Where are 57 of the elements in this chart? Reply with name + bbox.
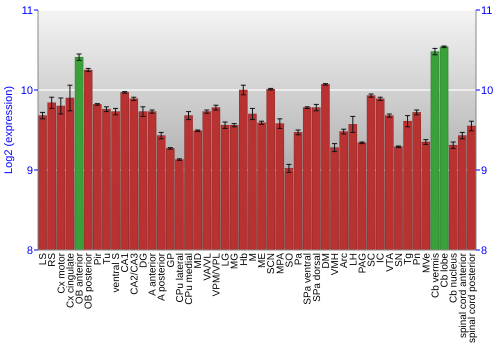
x-tick-label: SO (284, 252, 296, 268)
x-tick-label: Cb vermis (430, 253, 442, 298)
x-tick-label: MG (230, 252, 241, 270)
x-tick-label: Tg (403, 253, 414, 265)
x-tick-label: Cx cingulate (65, 252, 76, 308)
x-tick-label: Pir (92, 252, 104, 266)
x-tick-label: ventral S (111, 252, 122, 292)
x-tick-label: SC (366, 253, 378, 267)
x-tick-label: CPu medial (184, 253, 196, 305)
y2-tick-label: 11 (481, 4, 492, 17)
x-tick-label: Hb (238, 252, 250, 266)
x-tick-label: SPa dorsal (312, 253, 323, 302)
x-tick-label: CPu lateral (174, 253, 186, 302)
x-tick-label: OB posterior (84, 252, 95, 310)
x-tick-label: LS (38, 252, 50, 266)
y2-tick-label: 9 (481, 164, 488, 177)
x-tick-label: ME (257, 252, 268, 268)
x-tick-label: Arc (339, 253, 350, 268)
x-tick-label: VA/VL (202, 252, 214, 281)
x-tick-label: PAG (357, 252, 368, 274)
x-tick-label: Tu (102, 253, 113, 264)
x-tick-label: VMH (330, 253, 342, 276)
x-tick-label: LH (348, 253, 360, 266)
y-tick-label: 9 (26, 164, 33, 177)
x-tick-label: VPM/VPL (211, 252, 222, 296)
y-tick-label: 11 (22, 4, 33, 17)
x-tick-label: MD (193, 253, 204, 269)
x-tick-label: M (248, 253, 259, 262)
x-tick-label: spinal cord posterior (466, 252, 478, 344)
x-tick-label: MVe (421, 252, 432, 274)
y2-tick-label: 10 (481, 84, 494, 97)
x-tick-label: SPa ventral (302, 253, 314, 305)
x-tick-label: Pa (294, 252, 305, 266)
x-tick-label: VTA (384, 252, 396, 272)
x-tick-label: CA2/CA3 (129, 252, 140, 295)
x-tick-label: OB anterior (74, 252, 86, 304)
x-tick-label: SN (394, 253, 405, 267)
x-tick-label: CA1 (120, 252, 132, 272)
x-tick-label: GP (166, 252, 177, 268)
x-tick-label: DG (138, 252, 150, 268)
x-tick-label: DM (320, 253, 332, 269)
x-tick-label: Cx motor (56, 252, 68, 294)
x-tick-label: Cb lobe (440, 252, 451, 288)
x-tick-label: SCN (266, 253, 278, 274)
x-tick-label: IC (376, 253, 387, 263)
y-tick-label: 10 (20, 84, 33, 97)
x-tick-label: A posterior (156, 252, 168, 301)
x-tick-label: Pn (412, 253, 424, 266)
x-tick-label: LG (220, 252, 232, 266)
x-tick-label: A anterior (148, 252, 159, 296)
x-tick-label: MPA (275, 252, 286, 274)
y-tick-label: 8 (26, 244, 33, 257)
x-tick-label: spinal cord anterior (458, 252, 469, 338)
x-tick-label: RS (47, 252, 58, 267)
x-tick-label: Cb nucleus (448, 253, 460, 304)
y2-tick-label: 8 (481, 244, 488, 257)
y-axis-title: Log2 (expression) (2, 86, 15, 174)
